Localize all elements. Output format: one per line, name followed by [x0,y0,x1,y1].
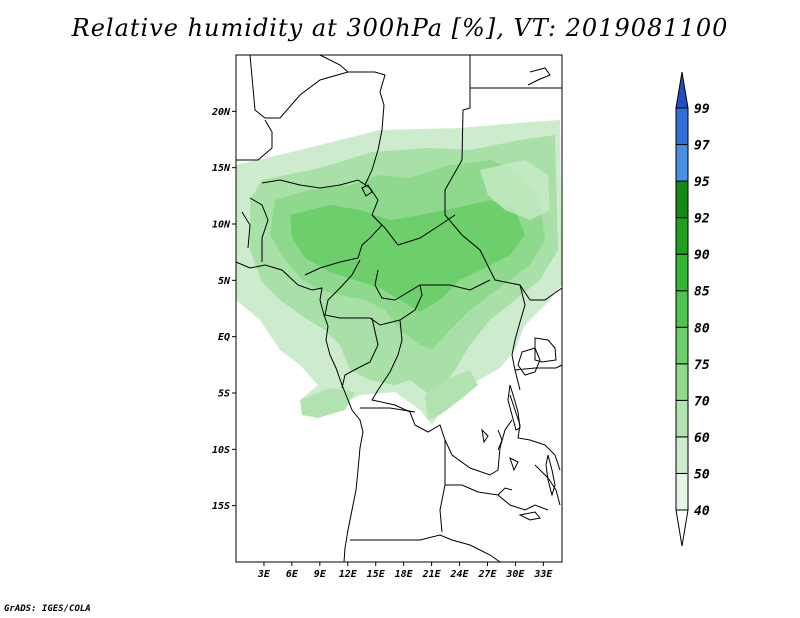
border-central-2 [324,259,423,326]
legend-box [675,436,689,474]
legend-box [675,326,689,365]
legend-box [675,290,689,328]
legend-box [675,180,689,219]
lat-tick-label: EQ [218,332,230,343]
colorbar-legend: 40 50 60 70 75 80 85 90 92 95 97 99 [675,71,710,547]
lon-tick-label: 6E [286,569,299,580]
border-east-6 [534,464,561,506]
lat-tick-label: 5N [218,276,231,287]
lat-tick-label: 15S [212,501,230,512]
lon-tick-label: 24E [450,569,470,580]
legend-box [675,107,689,146]
border-east-5 [509,394,561,471]
chart-title: Relative humidity at 300hPa [%], VT: 201… [71,14,729,42]
lon-tick-label: 21E [422,569,442,580]
border-zambia [439,484,549,533]
map-frame [235,54,563,563]
lake-tanganyika [507,384,521,431]
legend-lower-arrow [675,509,689,547]
border-central-1 [374,269,491,301]
lon-tick-label: 18E [395,569,414,580]
border-east-2 [530,287,563,301]
legend-box [675,399,689,438]
border-north-1 [319,54,386,186]
legend-label: 97 [694,139,710,154]
lake-malawi [545,454,556,497]
legend-label: 85 [694,285,710,300]
legend-upper-arrow [675,71,689,109]
border-westafrica-2 [261,179,383,276]
lon-tick-label: 15E [367,569,386,580]
border-westafrica-3 [249,197,269,262]
humidity-field [236,120,562,425]
border-angola [360,407,513,496]
border-northeast [444,55,531,301]
lake-kariba [518,511,541,521]
legend-label: 40 [694,504,710,519]
lake-chad [361,184,373,197]
border-westafrica-1 [236,119,273,161]
lon-tick-label: 12E [339,569,358,580]
border-westafrica-4 [241,211,251,249]
legend-label: 90 [694,248,710,263]
legend-label: 95 [694,175,710,190]
border-east-4 [514,364,563,371]
legend-box [675,363,689,401]
legend-label: 80 [694,321,710,336]
humidity-region-southwest-patch [300,388,355,418]
lon-tick-label: 27E [477,569,497,580]
legend-box [675,144,689,182]
lake-mweru [509,457,519,472]
legend-box [675,253,689,292]
humidity-region-core [290,200,525,312]
lake-victoria [517,347,541,376]
border-east-3 [534,337,557,363]
lon-tick-label: 9E [314,569,327,580]
lat-tick-label: 5S [218,389,230,400]
coastline [235,261,364,563]
legend-label: 50 [694,467,710,482]
legend-label: 92 [694,212,710,227]
border-nigeria-east [371,214,456,246]
lat-tick-label: 10S [212,445,230,456]
country-borders [235,54,563,563]
lon-tick-label: 33E [533,569,553,580]
lake-kivu [497,429,503,451]
nile-river [527,67,551,86]
border-north-2 [249,54,349,119]
lat-tick-label: 10N [212,220,231,231]
humidity-region-east-patch [480,160,550,220]
legend-box [675,472,689,511]
legend-label: 70 [694,394,710,409]
legend-label: 60 [694,431,710,446]
lon-tick-label: 30E [505,569,525,580]
legend-label: 75 [694,358,710,373]
credit-label: GrADS: IGES/COLA [4,604,91,614]
legend-box [675,217,689,255]
border-drc [371,319,513,476]
border-congo [341,317,379,389]
lon-tick-label: 3E [257,569,271,580]
lat-tick-label: 20N [211,107,231,118]
legend-label: 99 [694,102,710,117]
border-angola-south [350,534,501,563]
humidity-region-south-patch [425,370,478,420]
lake-bangweulu [481,428,489,444]
longitude-axis: 3E 6E 9E 12E 15E 18E 21E 24E 27E 30E 33E [257,562,553,580]
latitude-axis: 20N 15N 10N 5N EQ 5S 10S 15S [211,107,236,512]
lat-tick-label: 15N [212,163,231,174]
